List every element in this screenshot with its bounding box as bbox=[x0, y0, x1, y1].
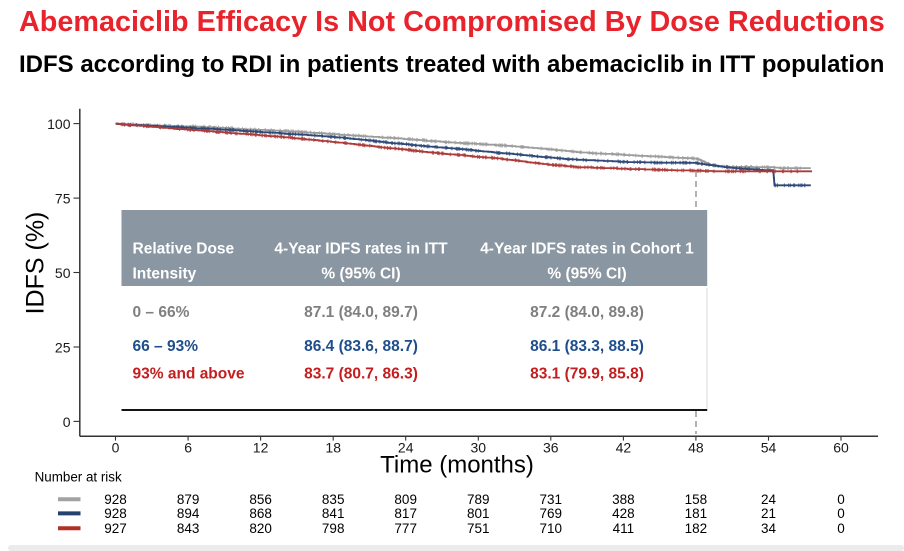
svg-text:428: 428 bbox=[612, 506, 635, 521]
svg-text:0: 0 bbox=[112, 440, 120, 456]
svg-text:50: 50 bbox=[55, 265, 71, 281]
svg-text:25: 25 bbox=[55, 340, 71, 356]
svg-text:158: 158 bbox=[685, 492, 708, 507]
svg-text:Intensity: Intensity bbox=[133, 266, 197, 283]
svg-text:30: 30 bbox=[471, 440, 487, 456]
svg-text:4-Year IDFS rates in Cohort 1: 4-Year IDFS rates in Cohort 1 bbox=[480, 241, 694, 258]
svg-text:21: 21 bbox=[761, 506, 776, 521]
svg-text:100: 100 bbox=[47, 116, 71, 132]
svg-text:769: 769 bbox=[540, 506, 563, 521]
svg-text:809: 809 bbox=[394, 492, 417, 507]
svg-text:0: 0 bbox=[837, 492, 845, 507]
svg-text:42: 42 bbox=[616, 440, 632, 456]
svg-text:86.1 (83.3, 88.5): 86.1 (83.3, 88.5) bbox=[530, 338, 644, 355]
svg-text:856: 856 bbox=[249, 492, 272, 507]
svg-text:12: 12 bbox=[253, 440, 269, 456]
svg-text:801: 801 bbox=[467, 506, 490, 521]
svg-text:731: 731 bbox=[540, 492, 563, 507]
svg-text:60: 60 bbox=[833, 440, 849, 456]
svg-text:777: 777 bbox=[394, 521, 417, 536]
svg-text:83.1 (79.9, 85.8): 83.1 (79.9, 85.8) bbox=[530, 366, 644, 383]
svg-text:0: 0 bbox=[63, 414, 71, 430]
svg-text:Time (months): Time (months) bbox=[380, 452, 534, 479]
svg-text:710: 710 bbox=[540, 521, 563, 536]
svg-text:927: 927 bbox=[104, 521, 127, 536]
svg-text:843: 843 bbox=[177, 521, 200, 536]
svg-text:6: 6 bbox=[184, 440, 192, 456]
svg-text:0 – 66%: 0 – 66% bbox=[133, 304, 190, 321]
svg-text:87.1 (84.0, 89.7): 87.1 (84.0, 89.7) bbox=[304, 304, 418, 321]
svg-text:868: 868 bbox=[249, 506, 272, 521]
svg-text:835: 835 bbox=[322, 492, 345, 507]
svg-text:87.2 (84.0, 89.8): 87.2 (84.0, 89.8) bbox=[530, 304, 644, 321]
svg-text:24: 24 bbox=[761, 492, 777, 507]
svg-text:789: 789 bbox=[467, 492, 490, 507]
svg-text:817: 817 bbox=[394, 506, 417, 521]
svg-text:181: 181 bbox=[685, 506, 708, 521]
svg-text:24: 24 bbox=[398, 440, 414, 456]
svg-text:36: 36 bbox=[543, 440, 559, 456]
svg-text:751: 751 bbox=[467, 521, 490, 536]
svg-text:75: 75 bbox=[55, 191, 71, 207]
svg-text:4-Year IDFS rates in ITT: 4-Year IDFS rates in ITT bbox=[274, 241, 448, 258]
svg-text:IDFS (%): IDFS (%) bbox=[22, 212, 50, 315]
svg-text:86.4 (83.6, 88.7): 86.4 (83.6, 88.7) bbox=[304, 338, 418, 355]
svg-text:798: 798 bbox=[322, 521, 345, 536]
svg-text:34: 34 bbox=[761, 521, 777, 536]
svg-text:182: 182 bbox=[685, 521, 708, 536]
svg-text:Number at risk: Number at risk bbox=[35, 470, 122, 485]
svg-text:83.7 (80.7, 86.3): 83.7 (80.7, 86.3) bbox=[304, 366, 418, 383]
svg-text:841: 841 bbox=[322, 506, 345, 521]
svg-text:66 – 93%: 66 – 93% bbox=[133, 338, 199, 355]
svg-text:54: 54 bbox=[761, 440, 777, 456]
svg-text:0: 0 bbox=[837, 521, 845, 536]
svg-text:928: 928 bbox=[104, 506, 127, 521]
svg-text:928: 928 bbox=[104, 492, 127, 507]
svg-text:879: 879 bbox=[177, 492, 200, 507]
svg-text:820: 820 bbox=[249, 521, 272, 536]
svg-text:48: 48 bbox=[688, 440, 704, 456]
svg-text:388: 388 bbox=[612, 492, 635, 507]
svg-text:93% and above: 93% and above bbox=[133, 366, 245, 383]
svg-text:Relative Dose: Relative Dose bbox=[133, 241, 235, 258]
svg-text:18: 18 bbox=[325, 440, 341, 456]
svg-text:% (95% CI): % (95% CI) bbox=[321, 266, 400, 283]
svg-text:411: 411 bbox=[613, 521, 635, 536]
svg-text:894: 894 bbox=[177, 506, 200, 521]
svg-text:% (95% CI): % (95% CI) bbox=[547, 266, 626, 283]
svg-text:0: 0 bbox=[837, 506, 845, 521]
